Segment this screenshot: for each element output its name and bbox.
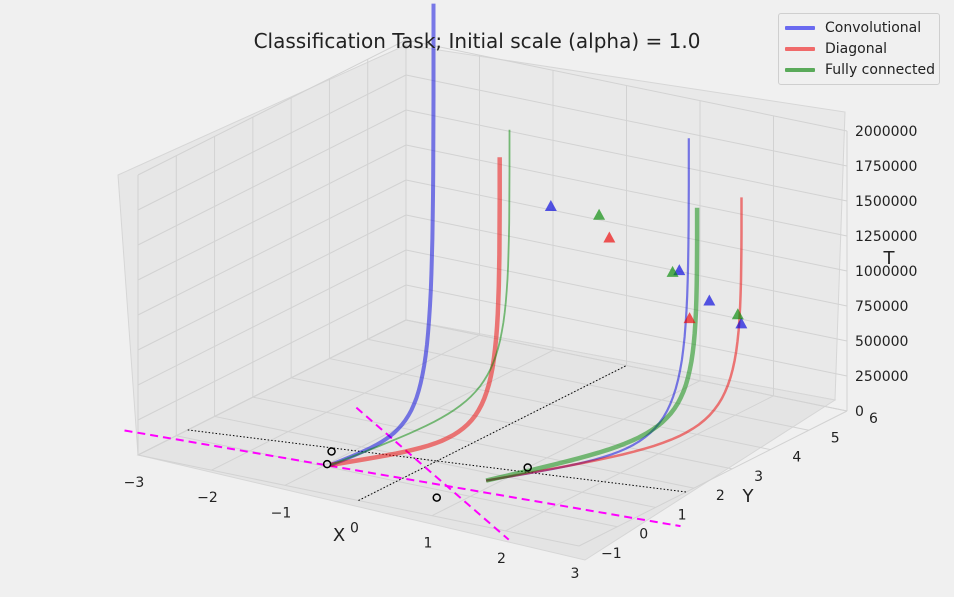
legend-label: Diagonal [825,40,888,57]
left-grid-z [137,214,407,351]
z-tick-label: 500000 [855,334,908,350]
back-grid-z [405,214,848,307]
legend-item-diagonal: Diagonal [779,38,939,59]
x-tick-label: −2 [197,490,218,506]
z-tick-label: 0 [855,404,864,420]
triangle-marker [735,317,748,329]
y-tick-label: 3 [754,469,763,485]
back-grid-z [405,284,848,377]
floor-grid-x [211,334,480,471]
z-tick-label: 1000000 [855,264,917,280]
triangle-marker [673,264,686,276]
y-tick-label: 2 [716,488,725,504]
trajectory-fully-connected [330,129,511,466]
y-tick-label: 5 [831,430,840,446]
back-grid-z [405,109,848,202]
chart-title: Classification Task; Initial scale (alph… [254,29,701,53]
x-tick-label: 3 [571,566,580,582]
data-point [322,459,332,469]
floor-grid-y [291,377,733,470]
z-tick-label: 750000 [855,299,908,315]
left-grid-z [137,39,407,176]
legend-item-fully-connected: Fully connected [779,59,939,80]
z-axis-label: T [883,248,896,269]
data-point [432,493,441,502]
triangle-marker [603,231,616,243]
z-tick-label: 1750000 [855,159,917,175]
floor-grid-x [505,395,774,532]
z-tick-label: 250000 [855,369,908,385]
back-grid-z [405,39,848,132]
y-tick-label: 1 [678,507,687,523]
trajectory-diagonal [330,157,502,468]
left-grid-z [137,144,407,281]
y-tick-label: 4 [792,450,801,466]
separator-line [124,429,681,528]
series-layer [124,3,743,541]
legend-label: Convolutional [825,19,922,36]
z-tick-label: 1250000 [855,229,917,245]
trajectory-convolutional [330,3,436,467]
floor-grid-x [431,380,701,517]
back-grid-z [405,144,848,237]
triangle-marker [593,208,606,220]
axes-panes [117,44,846,561]
back-grid-z [405,179,848,272]
back-grid-z [405,249,848,342]
x-tick-label: 2 [497,551,506,567]
x-tick-label: 1 [424,536,433,552]
triangle-marker [544,199,557,211]
legend-item-convolutional: Convolutional [779,17,939,38]
left-grid-z [137,249,407,386]
floor-grid-y [214,415,656,508]
z-tick-label: 1500000 [855,194,917,210]
data-point [327,447,336,456]
back-grid-z [405,74,848,167]
floor-grid-y [367,338,809,431]
x-tick-label: 0 [350,521,359,537]
left-grid-z [137,179,407,316]
floor-grid-x [578,410,848,547]
triangle-marker [731,308,744,320]
legend-swatch-diagonal [785,46,815,51]
x-axis-label: X [333,525,345,546]
separator-line [355,406,510,541]
x-tick-label: −1 [271,505,292,521]
y-axis-label: Y [742,486,755,507]
left-grid-z [137,109,407,246]
back-grid-z [405,319,848,412]
z-tick-label: 2000000 [855,124,917,140]
legend: Convolutional Diagonal Fully connected [778,13,940,85]
legend-swatch-convolutional [785,25,815,30]
legend-swatch-fully-connected [785,67,815,72]
marks-layer [322,199,748,502]
ticks-layer: −3−2−10123−10123456025000050000075000010… [124,124,918,582]
triangle-marker [683,312,696,324]
triangle-marker [666,265,679,277]
data-point [523,463,532,472]
left-grid-z [137,319,407,456]
y-tick-label: −1 [601,546,622,562]
legend-label: Fully connected [825,61,935,78]
trajectory-diagonal [485,197,743,482]
y-tick-label: 0 [639,527,648,543]
left-grid-z [137,74,407,211]
x-tick-label: −3 [124,475,145,491]
reference-dotted-line [358,365,627,501]
triangle-marker [703,294,716,306]
floor-grid-y [252,396,694,489]
left-grid-z [137,284,407,421]
y-tick-label: 6 [869,411,878,427]
trajectory-fully-connected [485,207,700,483]
